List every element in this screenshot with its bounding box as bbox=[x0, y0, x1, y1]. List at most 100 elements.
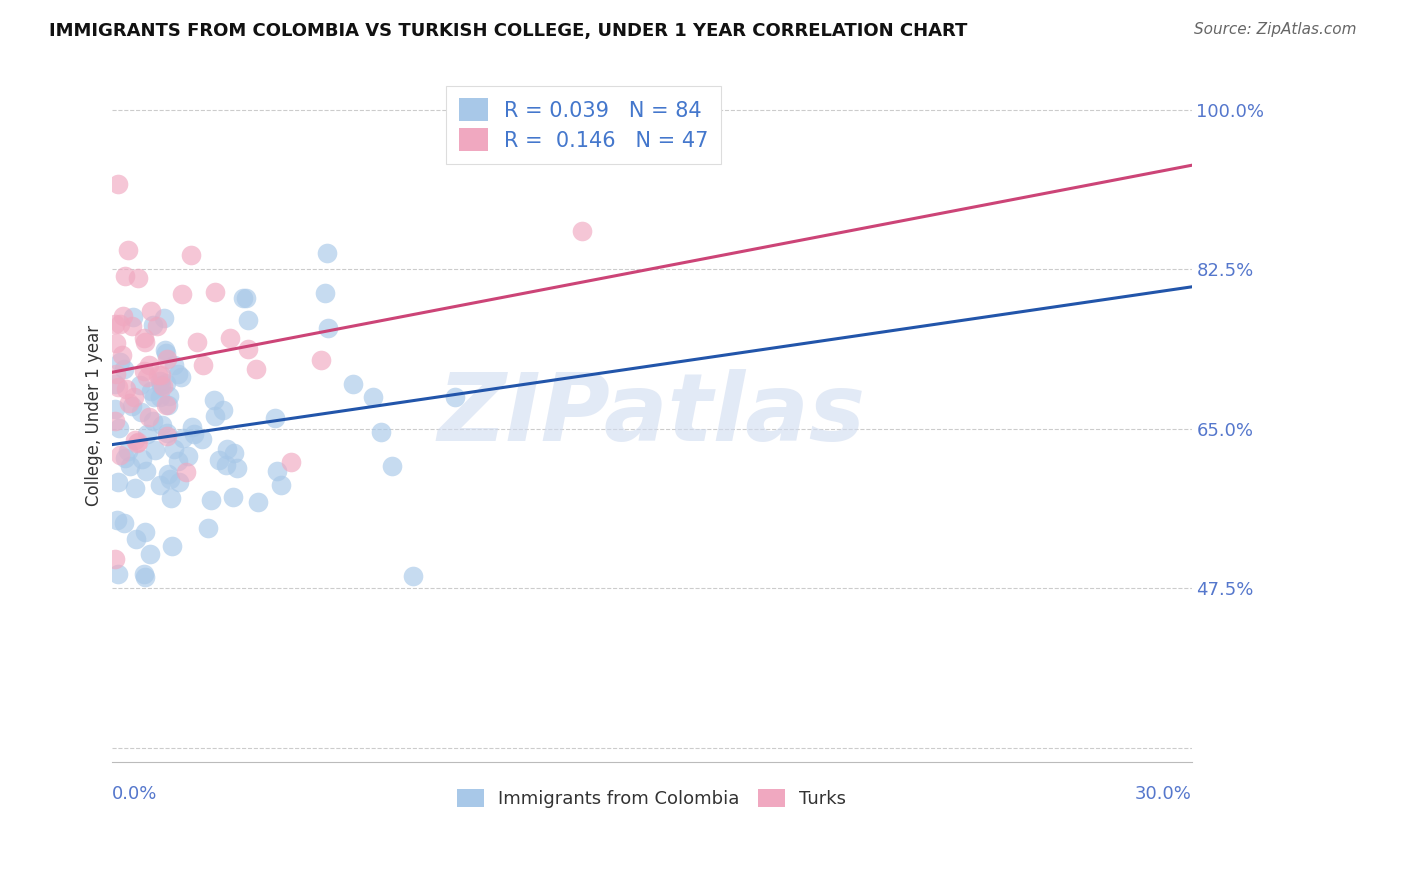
Point bbox=[155, 376, 177, 390]
Point bbox=[117, 243, 139, 257]
Point bbox=[153, 343, 176, 357]
Point bbox=[112, 516, 135, 531]
Point bbox=[104, 413, 127, 427]
Point bbox=[134, 335, 156, 350]
Point bbox=[118, 459, 141, 474]
Point bbox=[110, 354, 132, 368]
Point bbox=[222, 491, 245, 505]
Point bbox=[200, 492, 222, 507]
Point bbox=[316, 320, 339, 334]
Point bbox=[222, 446, 245, 460]
Point bbox=[132, 364, 155, 378]
Point bbox=[167, 475, 190, 489]
Point bbox=[118, 396, 141, 410]
Point bbox=[134, 570, 156, 584]
Point bbox=[157, 399, 180, 413]
Point bbox=[152, 311, 174, 326]
Point bbox=[170, 370, 193, 384]
Point bbox=[150, 368, 173, 382]
Point bbox=[156, 425, 179, 440]
Point bbox=[177, 449, 200, 463]
Point bbox=[342, 377, 364, 392]
Point bbox=[142, 390, 165, 404]
Point bbox=[146, 368, 169, 382]
Point bbox=[131, 451, 153, 466]
Point bbox=[104, 336, 127, 351]
Point bbox=[247, 495, 270, 509]
Point bbox=[104, 368, 127, 382]
Point bbox=[179, 247, 201, 261]
Point bbox=[132, 567, 155, 582]
Point bbox=[148, 478, 170, 492]
Point bbox=[138, 409, 160, 424]
Point bbox=[163, 358, 186, 372]
Point bbox=[157, 389, 180, 403]
Point bbox=[402, 568, 425, 582]
Point bbox=[134, 524, 156, 539]
Point bbox=[104, 377, 127, 392]
Point bbox=[370, 425, 392, 439]
Point bbox=[245, 361, 267, 376]
Point bbox=[107, 379, 129, 393]
Point bbox=[264, 411, 287, 425]
Point bbox=[309, 353, 332, 368]
Point bbox=[107, 178, 129, 192]
Point bbox=[142, 414, 165, 428]
Point bbox=[314, 285, 336, 300]
Point bbox=[160, 491, 183, 505]
Point bbox=[128, 377, 150, 392]
Point bbox=[163, 442, 186, 457]
Text: 30.0%: 30.0% bbox=[1135, 785, 1192, 803]
Point bbox=[186, 334, 208, 349]
Point bbox=[127, 435, 149, 450]
Point bbox=[117, 444, 139, 458]
Point bbox=[108, 448, 131, 462]
Point bbox=[139, 384, 162, 399]
Point bbox=[181, 419, 204, 434]
Point bbox=[170, 287, 193, 301]
Point bbox=[381, 458, 404, 473]
Point bbox=[156, 428, 179, 442]
Point bbox=[232, 291, 254, 305]
Point bbox=[149, 390, 172, 404]
Point bbox=[107, 567, 129, 582]
Point bbox=[139, 303, 162, 318]
Point bbox=[149, 374, 172, 388]
Point bbox=[444, 390, 467, 404]
Point bbox=[167, 453, 190, 467]
Point bbox=[167, 367, 190, 381]
Point bbox=[215, 458, 238, 473]
Point bbox=[204, 285, 226, 300]
Point bbox=[134, 330, 156, 344]
Point bbox=[135, 464, 157, 478]
Point bbox=[124, 433, 146, 447]
Point bbox=[219, 331, 242, 345]
Point bbox=[125, 533, 148, 547]
Point bbox=[211, 403, 233, 417]
Point bbox=[316, 246, 339, 260]
Point bbox=[114, 382, 136, 396]
Point bbox=[114, 268, 136, 283]
Point bbox=[204, 409, 226, 424]
Legend: Immigrants from Colombia, Turks: Immigrants from Colombia, Turks bbox=[450, 781, 853, 815]
Point bbox=[107, 475, 129, 490]
Point bbox=[138, 547, 160, 561]
Y-axis label: College, Under 1 year: College, Under 1 year bbox=[86, 325, 103, 506]
Text: ZIPatlas: ZIPatlas bbox=[437, 369, 866, 461]
Point bbox=[138, 359, 160, 373]
Point bbox=[159, 471, 181, 485]
Point bbox=[136, 427, 159, 442]
Point bbox=[122, 310, 145, 325]
Point bbox=[236, 342, 259, 356]
Point bbox=[236, 313, 259, 327]
Point bbox=[104, 552, 127, 566]
Point bbox=[156, 467, 179, 482]
Point bbox=[202, 393, 225, 408]
Point bbox=[104, 401, 127, 416]
Point bbox=[108, 317, 131, 331]
Point bbox=[136, 369, 159, 384]
Point bbox=[280, 455, 302, 469]
Point bbox=[174, 465, 197, 479]
Point bbox=[129, 405, 152, 419]
Point bbox=[191, 432, 214, 446]
